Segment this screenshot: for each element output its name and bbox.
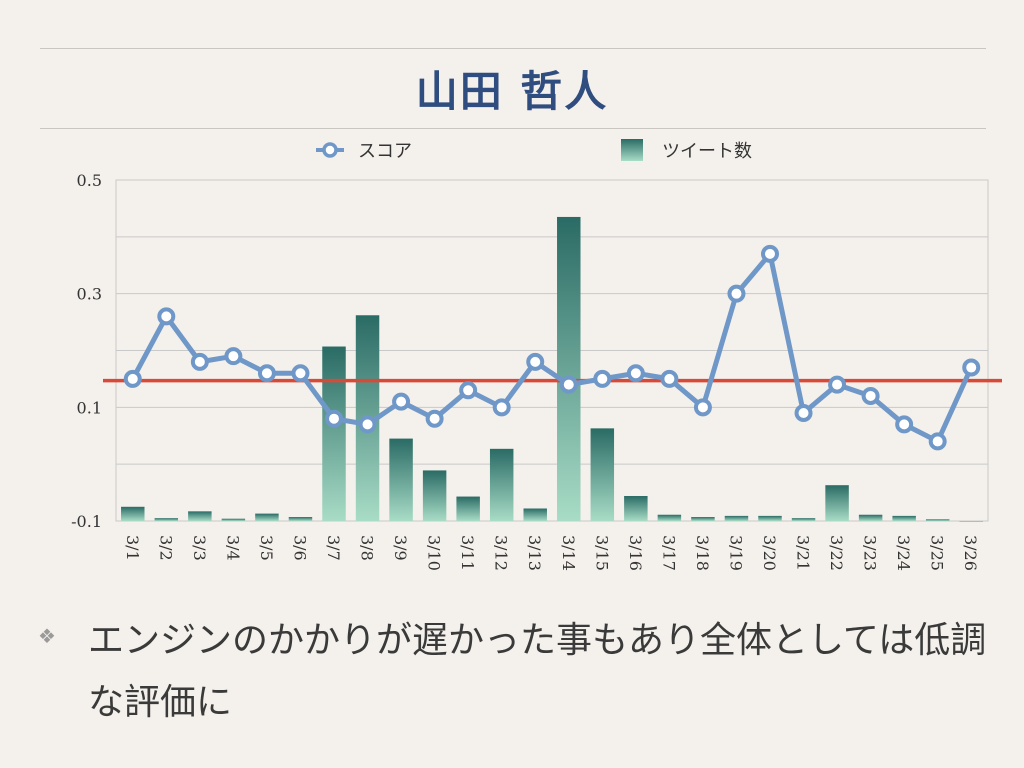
bar-3/7 [322,346,346,521]
x-axis-labels: 3/1 3/2 3/3 3/4 3/5 3/6 3/7 3/8 3/9 3/10 3/11 3/12 3… [123,535,980,571]
bar-3/10 [422,470,447,521]
bar-3/17 [657,514,682,521]
score-point-3/16 [626,364,645,383]
bar-3/1 [121,506,145,521]
grid-lines [115,179,989,522]
x-tick-label: 3/5 [257,535,276,561]
x-tick-label: 3/26 [961,535,980,571]
score-point-3/13 [526,352,545,371]
combo-chart: -0.10.10.30.5 3/1 3/2 3/3 3/4 3/5 3/6 3/7 3/8 3/… [71,139,1002,571]
score-point-3/20 [761,244,779,263]
title-underline [40,128,986,129]
x-tick-label: 3/13 [525,535,544,571]
slide-title: 山田 哲人 [415,67,609,116]
score-point-3/4 [224,347,243,366]
x-tick-label: 3/18 [693,535,712,571]
legend-bar-swatch [621,139,643,161]
x-tick-label: 3/6 [290,535,309,561]
x-tick-label: 3/24 [894,535,913,571]
score-point-3/14 [559,375,578,394]
y-tick-label: -0.1 [71,512,102,531]
bar-3/16 [624,495,648,521]
x-tick-label: 3/12 [492,535,511,571]
x-tick-label: 3/3 [190,535,209,561]
legend-label-tweets: ツイート数 [662,141,752,162]
bar-3/18 [691,517,715,521]
bar-3/25 [925,519,950,521]
score-point-3/11 [459,381,478,400]
bar-3/14 [557,216,581,522]
x-tick-label: 3/20 [760,535,779,571]
score-point-3/26 [962,358,981,377]
top-rule [40,48,986,49]
x-tick-label: 3/22 [827,535,846,571]
score-line [130,251,974,444]
score-point-3/9 [392,392,411,411]
legend-label-score: スコア [358,141,412,162]
x-tick-label: 3/19 [726,535,745,571]
score-point-3/21 [794,404,813,423]
bar-3/4 [221,518,246,521]
bar-series [121,216,983,522]
score-point-3/12 [492,398,511,417]
score-point-3/5 [257,364,276,383]
x-tick-label: 3/10 [425,535,444,571]
x-tick-label: 3/4 [223,535,242,561]
x-tick-label: 3/14 [559,535,578,571]
bar-3/9 [389,438,413,521]
bar-3/21 [791,518,816,521]
score-series [123,244,981,451]
score-point-3/22 [828,375,847,394]
bullet-text: エンジンのかかりが遅かった事もあり全体としては低調な評価に [88,620,987,723]
y-tick-label: 0.1 [77,398,102,417]
y-axis-labels: -0.1 0.1 0.3 0.5 [71,171,102,531]
score-point-3/18 [693,398,712,417]
bar-3/26 [959,521,983,522]
x-tick-label: 3/23 [861,535,880,571]
score-point-3/1 [123,369,142,388]
y-tick-label: 0.3 [77,285,102,304]
score-point-3/8 [358,415,377,434]
bar-3/19 [724,515,749,521]
score-point-3/2 [157,307,176,326]
x-tick-label: 3/2 [156,535,175,561]
bar-3/24 [892,515,916,521]
bar-3/20 [758,515,782,521]
bar-3/11 [456,496,480,521]
y-tick-label: 0.5 [77,171,102,190]
score-point-3/15 [593,369,612,388]
bar-3/13 [523,508,547,521]
x-tick-label: 3/8 [358,535,377,561]
legend-line-marker [322,142,338,158]
x-tick-label: 3/1 [123,535,142,561]
diamond-cluster-icon: ❖ [38,624,56,648]
score-point-3/17 [660,369,679,388]
bar-3/12 [489,448,514,521]
bar-3/23 [858,514,883,521]
x-tick-label: 3/11 [458,535,477,571]
x-tick-label: 3/25 [928,535,947,571]
score-point-3/6 [291,364,310,383]
x-tick-label: 3/17 [659,535,678,571]
bar-3/3 [188,511,212,521]
x-tick-label: 3/7 [324,535,343,561]
legend: スコア ツイート数 [316,139,752,162]
x-tick-label: 3/21 [794,535,813,571]
bar-3/2 [154,518,179,521]
bar-3/22 [825,485,849,521]
bar-3/15 [590,428,615,521]
x-tick-label: 3/15 [592,535,611,571]
score-point-3/7 [325,409,343,428]
score-point-3/23 [861,386,880,405]
score-point-3/10 [425,409,444,428]
bar-3/6 [288,517,313,521]
bar-3/5 [255,513,279,521]
score-point-3/25 [928,432,947,451]
score-point-3/24 [895,415,914,434]
score-point-3/19 [727,284,746,303]
x-tick-label: 3/9 [391,535,410,561]
x-tick-label: 3/16 [626,535,645,571]
score-point-3/3 [190,352,209,371]
